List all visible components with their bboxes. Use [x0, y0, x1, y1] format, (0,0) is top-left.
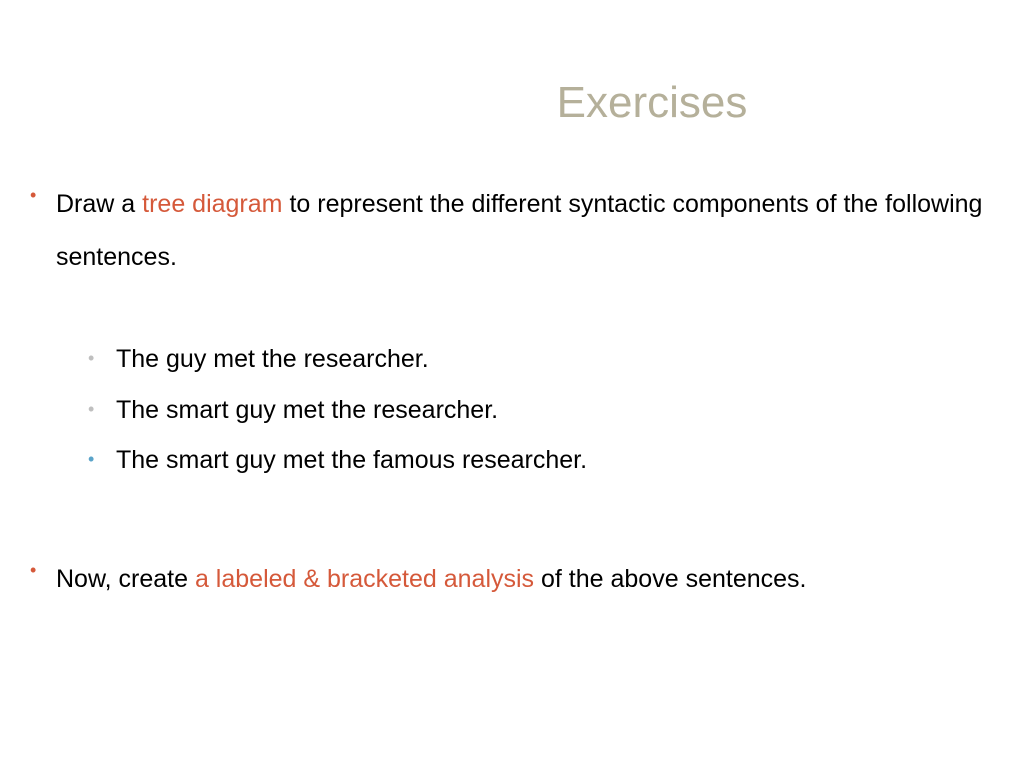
bullet-text-1: Draw a tree diagram to represent the dif… — [56, 178, 994, 283]
bullet-dot-icon: • — [88, 343, 116, 367]
sub-bullet-text: The smart guy met the researcher. — [116, 394, 994, 427]
bullet-dot-icon: • — [88, 444, 116, 468]
sub-bullet-item-2: • The smart guy met the researcher. — [88, 394, 994, 427]
slide: Exercises • Draw a tree diagram to repre… — [0, 0, 1024, 768]
sub-bullet-text: The smart guy met the famous researcher. — [116, 444, 994, 477]
bullet-item-1: • Draw a tree diagram to represent the d… — [30, 178, 994, 283]
bullet-item-2: • Now, create a labeled & bracketed anal… — [30, 553, 994, 606]
bullet-2-highlight: a labeled & bracketed analysis — [195, 565, 534, 593]
slide-content: • Draw a tree diagram to represent the d… — [0, 178, 1024, 605]
bullet-1-highlight: tree diagram — [142, 190, 282, 218]
spacer — [30, 495, 994, 553]
slide-title: Exercises — [0, 78, 1024, 128]
sub-bullet-text: The guy met the researcher. — [116, 343, 994, 376]
spacer — [30, 283, 994, 343]
sub-bullet-item-1: • The guy met the researcher. — [88, 343, 994, 376]
bullet-dot-icon: • — [88, 394, 116, 418]
bullet-2-pre: Now, create — [56, 565, 195, 593]
sub-bullet-item-3: • The smart guy met the famous researche… — [88, 444, 994, 477]
bullet-dot-icon: • — [30, 553, 56, 579]
bullet-2-post: of the above sentences. — [534, 565, 806, 593]
bullet-text-2: Now, create a labeled & bracketed analys… — [56, 553, 994, 606]
bullet-dot-icon: • — [30, 178, 56, 204]
bullet-1-pre: Draw a — [56, 190, 142, 218]
sub-bullet-list: • The guy met the researcher. • The smar… — [88, 343, 994, 477]
